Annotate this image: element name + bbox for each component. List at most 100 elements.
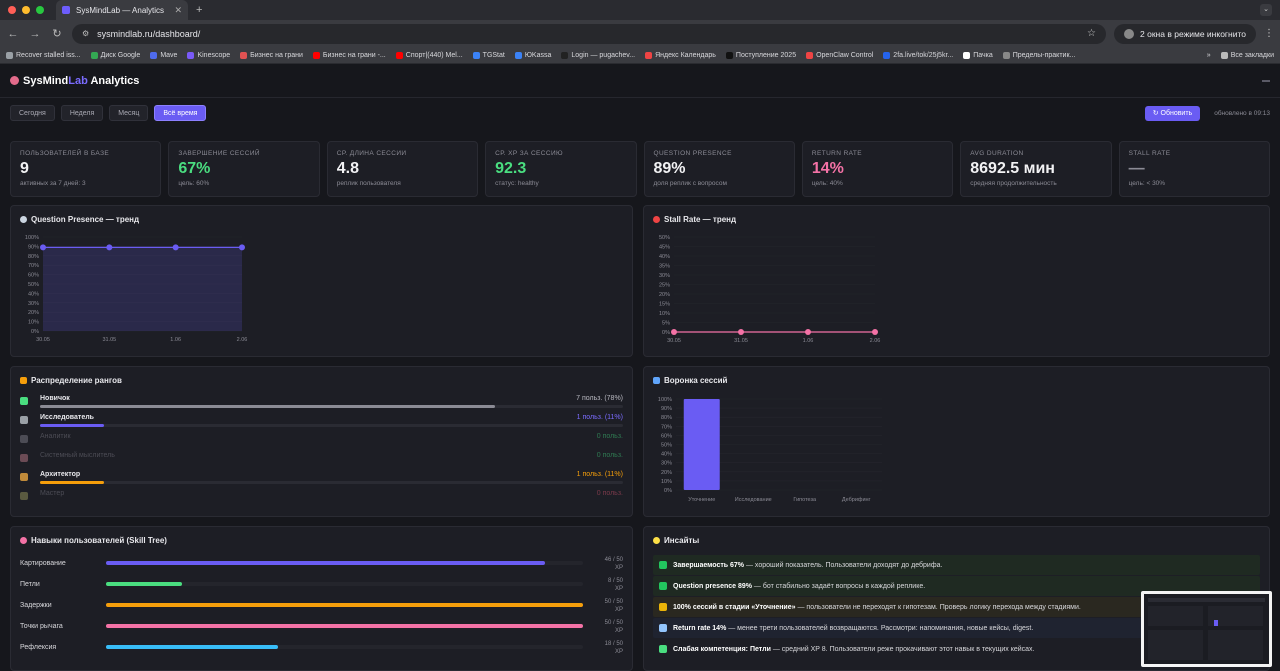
data-point[interactable] <box>805 329 811 335</box>
x-tick-label: 2.06 <box>237 337 248 343</box>
new-tab-icon[interactable]: + <box>196 4 203 16</box>
y-tick-label: 20% <box>661 470 672 476</box>
filter-button[interactable]: Неделя <box>60 105 104 121</box>
rank-icon <box>20 397 28 405</box>
address-bar[interactable]: ⚙ sysmindlab.ru/dashboard/ ☆ <box>72 23 1107 44</box>
bookmarks-more-icon[interactable]: » <box>1206 51 1211 59</box>
kpi-value: 89% <box>653 160 686 177</box>
y-tick-label: 20% <box>28 310 39 316</box>
window-controls <box>0 6 52 14</box>
bookmark-item[interactable]: OpenClaw Control <box>806 51 874 59</box>
skill-row: Петли 8 / 50 XP <box>20 578 623 598</box>
y-tick-label: 60% <box>661 433 672 439</box>
data-point[interactable] <box>872 329 878 335</box>
thumbnail-preview <box>1144 594 1269 664</box>
y-tick-label: 90% <box>28 244 39 250</box>
rank-icon <box>20 435 28 443</box>
tab-search-icon[interactable]: ⌄ <box>1260 4 1272 16</box>
qp-title-text: Question Presence — тренд <box>31 215 140 224</box>
y-tick-label: 30% <box>661 461 672 467</box>
bookmark-item[interactable]: Пачка <box>963 51 993 59</box>
dashboard-app: SysMindLab Analytics Сегодня Неделя Месяц В… <box>0 64 1280 671</box>
skills-title: Навыки пользователей (Skill Tree) <box>20 536 167 545</box>
funnel-bar[interactable] <box>683 399 720 490</box>
bookmark-item[interactable]: Поступление 2025 <box>725 51 796 59</box>
y-tick-label: 10% <box>28 320 39 326</box>
browser-menu-icon[interactable]: ⋮ <box>1264 28 1274 39</box>
maximize-window-button[interactable] <box>36 6 44 14</box>
filter-button[interactable]: Месяц <box>109 105 149 121</box>
filter-button[interactable]: Сегодня <box>10 105 55 121</box>
brain-icon <box>20 537 27 544</box>
insights-title: Инсайты <box>653 536 699 545</box>
kpi-card: Avg duration 8692.5 мин средняя продолжите… <box>960 141 1112 197</box>
ranks-title-text: Распределение рангов <box>31 376 122 385</box>
bookmark-item[interactable]: Пределы-практик... <box>1002 51 1075 59</box>
rank-distribution-card: Распределение рангов Новичок 7 польз. (78… <box>10 366 633 517</box>
tab-title: SysMindLab — Analytics <box>76 5 165 15</box>
x-category-label: Исследование <box>735 497 772 503</box>
insight-detail: — бот стабильно задаёт вопросы в каждой … <box>751 582 926 590</box>
bookmark-item[interactable]: Яндекс Календарь <box>645 51 716 59</box>
forward-icon[interactable]: → <box>29 27 41 40</box>
rank-icon <box>20 416 28 424</box>
back-icon[interactable]: ← <box>7 27 19 40</box>
kpi-label: Ср. XP за сессию <box>495 150 564 157</box>
rank-bar-track <box>40 405 623 408</box>
close-window-button[interactable] <box>8 6 16 14</box>
refresh-button[interactable]: ↻ Обновить <box>1144 105 1201 121</box>
data-point[interactable] <box>172 244 179 251</box>
bookmark-item[interactable]: Mave <box>150 51 177 59</box>
data-point[interactable] <box>239 244 245 251</box>
question-presence-card: Question Presence — тренд 0% 10% 20% 30% 40%… <box>10 205 633 357</box>
insight-detail: — менее трети пользователей возвращаются… <box>726 624 1034 632</box>
close-tab-icon[interactable]: ✕ <box>174 4 182 15</box>
bookmark-star-icon[interactable]: ☆ <box>1087 28 1097 39</box>
bookmark-label: Диск Google <box>100 51 141 59</box>
browser-tab[interactable]: SysMindLab — Analytics ✕ <box>56 0 188 20</box>
bookmark-item[interactable]: Спорт|(440) Mel... <box>395 51 463 59</box>
bookmark-item[interactable]: Диск Google <box>90 51 141 59</box>
minimize-window-button[interactable] <box>22 6 30 14</box>
data-point[interactable] <box>671 329 677 335</box>
skill-value: 46 / 50 XP <box>591 556 623 572</box>
session-funnel-card: Воронка сессий 0% 10% 20% 30% 40% 50% 60% 70% 80… <box>643 366 1270 517</box>
area-fill <box>43 247 242 331</box>
skill-xp-value: 46 / 50 <box>604 557 623 563</box>
kpi-sub: средняя продолжительность <box>970 180 1057 187</box>
bookmark-favicon-icon <box>725 51 733 59</box>
skill-value: 50 / 50 XP <box>591 598 623 614</box>
brand-accent: Lab <box>68 74 88 87</box>
reload-icon[interactable]: ↻ <box>52 28 62 40</box>
bookmark-item[interactable]: Recover stalled iss... <box>6 51 81 59</box>
insight-bold: Завершаемость 67% <box>673 561 745 569</box>
all-bookmarks-label: Все закладки <box>1230 51 1274 59</box>
bookmark-item[interactable]: Бизнес на грани -... <box>312 51 386 59</box>
bookmarks-bar: Recover stalled iss... Диск Google Mave Kin… <box>0 47 1280 64</box>
x-tick-label: 31.05 <box>734 338 748 344</box>
bookmark-item[interactable]: Login — pugachev... <box>561 51 635 59</box>
bookmark-label: OpenClaw Control <box>816 51 874 59</box>
bookmark-item[interactable]: Бизнес на грани <box>240 51 303 59</box>
y-tick-label: 5% <box>662 321 670 327</box>
bookmark-item[interactable]: ЮKassa <box>514 51 551 59</box>
data-point[interactable] <box>106 244 113 251</box>
filter-button[interactable]: Всё время <box>154 105 207 121</box>
brand-main: SysMind <box>23 74 69 87</box>
y-tick-label: 30% <box>659 273 670 279</box>
kpi-card: Ср. длина сессии 4.8 реплик пользователя <box>326 141 479 197</box>
header-menu-icon[interactable] <box>1262 79 1270 82</box>
data-point[interactable] <box>40 244 46 251</box>
bookmark-item[interactable]: 2fa.live/tok/25j5kr... <box>883 51 953 59</box>
site-info-icon[interactable]: ⚙ <box>82 29 90 38</box>
bookmark-item[interactable]: TGStat <box>472 51 505 59</box>
skill-value: 18 / 50 XP <box>591 640 623 656</box>
screenshot-thumbnail[interactable] <box>1141 591 1272 667</box>
y-tick-label: 60% <box>28 273 39 279</box>
bookmark-item[interactable]: Kinescope <box>187 51 230 59</box>
app-header: SysMindLab Analytics <box>0 64 1280 98</box>
data-point[interactable] <box>738 329 744 335</box>
rank-icon <box>20 454 28 462</box>
incognito-indicator[interactable]: 2 окна в режиме инкогнито <box>1114 23 1256 44</box>
all-bookmarks-button[interactable]: Все закладки <box>1220 51 1274 59</box>
